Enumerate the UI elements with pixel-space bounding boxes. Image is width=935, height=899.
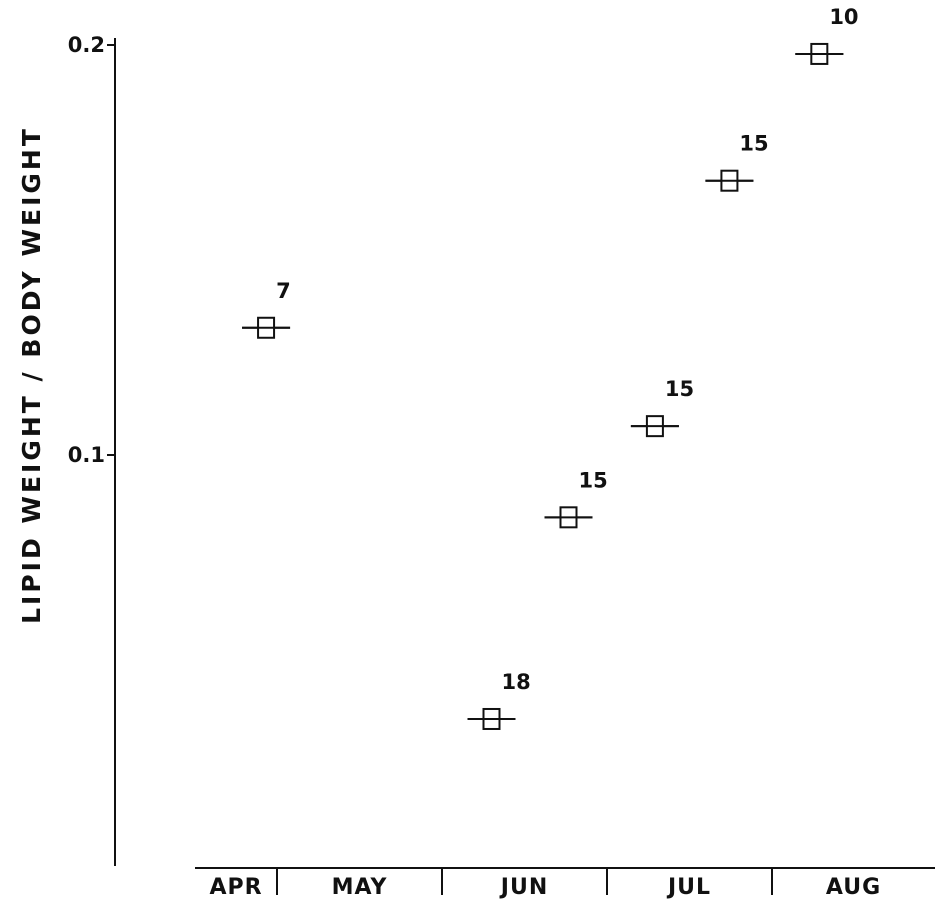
y-tick-label: 0.2 [68, 33, 105, 57]
data-point: 18 [467, 670, 531, 730]
month-labels: APR MAY JUN JUL AUG [209, 875, 881, 899]
y-axis-label: LIPID WEIGHT / BODY WEIGHT [17, 126, 46, 624]
month-label: APR [209, 875, 262, 899]
month-label: JUL [666, 875, 711, 899]
data-point: 7 [242, 279, 291, 339]
y-tick-label: 0.1 [68, 443, 105, 467]
data-point: 15 [630, 377, 694, 438]
month-label: AUG [826, 875, 881, 899]
y-ticks: 0.2 0.1 [68, 33, 115, 467]
data-point-label: 15 [739, 132, 768, 156]
month-label: JUN [499, 875, 548, 899]
data-point: 15 [544, 468, 608, 529]
data-point: 15 [705, 132, 769, 192]
data-point-label: 15 [579, 468, 608, 492]
data-points: 7 18 15 15 15 10 [242, 5, 859, 730]
data-point-label: 18 [502, 670, 531, 694]
data-point-label: 7 [276, 279, 291, 303]
data-point-label: 10 [829, 5, 858, 29]
month-dividers [276, 868, 773, 895]
data-point: 10 [795, 5, 859, 65]
month-label: MAY [332, 875, 388, 899]
data-point-label: 15 [665, 377, 694, 401]
